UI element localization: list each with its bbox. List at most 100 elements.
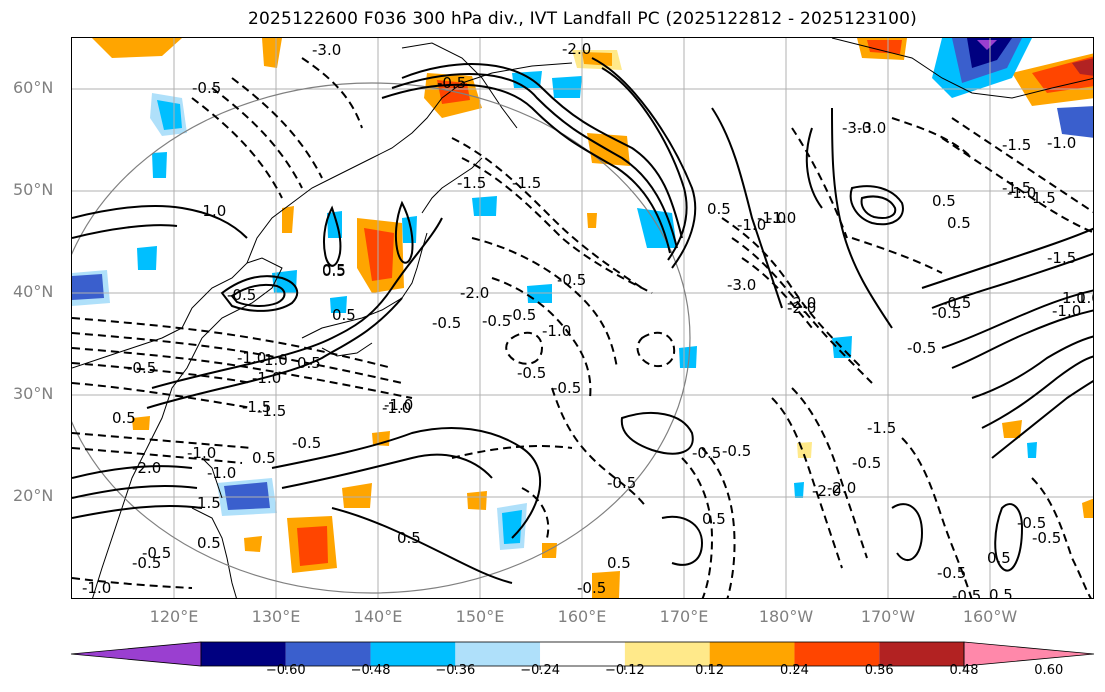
colorbar-tick-label: 0.24 (779, 663, 809, 678)
colorbar-tick-label: 0.60 (1034, 663, 1064, 678)
contour-label: -0.5 (1032, 529, 1061, 547)
contour-label: 0.5 (932, 192, 956, 210)
contour-label: -0.5 (557, 271, 586, 289)
contour-label: -3.0 (842, 119, 871, 137)
contour-label: -3.0 (857, 119, 886, 137)
shade-patch (1002, 420, 1022, 438)
colorbar-tick-label: −0.24 (520, 663, 561, 678)
contour-label: -0.5 (482, 312, 511, 330)
shade-patch (137, 246, 157, 270)
shade-patch (297, 526, 328, 566)
shade-patch (157, 100, 182, 130)
shade-patch (262, 38, 282, 68)
contour-label: -0.5 (937, 564, 966, 582)
colorbar-segment (370, 642, 456, 666)
colorbar-segment (455, 642, 541, 666)
shade-patch (502, 510, 522, 544)
contour-label: -2.0 (787, 294, 816, 312)
colorbar-segment (201, 642, 286, 666)
contour-label: 0.5 (397, 529, 421, 547)
contour-label: -0.5 (722, 442, 751, 460)
contour-label: -2.0 (562, 40, 591, 58)
contour-label: -2.0 (460, 284, 489, 302)
contour-label: -3.0 (312, 41, 341, 59)
contour-label: -0.5 (142, 544, 171, 562)
map-panel[interactable]: -1.0 -0.5 -2.0 -1.5 -3.0 -2.0 -0.5 -1.0 … (71, 37, 1094, 599)
map-title: 2025122600 F036 300 hPa div., IVT Landfa… (248, 9, 917, 29)
contour-label: 0.5 (322, 261, 346, 279)
contour-label: -1.0 (767, 209, 796, 227)
colorbar-segment (879, 642, 964, 666)
colorbar-tick-label: −0.36 (435, 663, 476, 678)
contour-label: -1.0 (384, 396, 413, 414)
contour-label: -1.0 (237, 349, 266, 367)
colorbar-tick-label: 0.12 (695, 663, 725, 678)
contour-label: -1.0 (197, 202, 226, 220)
contour-label: 0.5 (252, 449, 276, 467)
contour-label: 1.5 (1032, 189, 1056, 207)
contour-label: -1.0 (82, 579, 111, 597)
shade-patch (592, 571, 620, 598)
contour-label: -0.5 (952, 587, 981, 599)
colorbar-outline (200, 641, 965, 667)
shade-patch (330, 296, 347, 313)
lon-label-180w: 180°W (758, 607, 814, 626)
shade-patch (542, 543, 557, 558)
shade-patch (364, 228, 394, 281)
shade-patch (552, 76, 582, 98)
shade-patch (92, 38, 182, 58)
contour-label: -1.5 (242, 398, 271, 416)
colorbar-tick-label: −0.60 (265, 663, 306, 678)
colorbar-tick-label: 0.48 (949, 663, 979, 678)
contour-label: -0.5 (437, 74, 466, 92)
colorbar-tick-label: −0.48 (350, 663, 391, 678)
contour-label: -1.5 (512, 174, 541, 192)
contour-label: -0.5 (552, 379, 581, 397)
contour-label: -0.5 (1017, 514, 1046, 532)
contour-label: -1.0 (382, 399, 411, 417)
colorbar-extend-min (70, 641, 202, 667)
contour-label: -0.5 (577, 579, 606, 597)
contour-label: -1.5 (257, 402, 286, 420)
lat-label-50n: 50°N (13, 180, 54, 199)
shade-patch (1027, 442, 1037, 458)
contour-label: 0.5 (297, 354, 321, 372)
contour-label: -1.5 (1047, 249, 1076, 267)
shade-patch (132, 416, 150, 430)
colorbar-segment (794, 642, 880, 666)
contour-label: -1.0 (1047, 134, 1076, 152)
shade-patch (1072, 58, 1093, 76)
contour-label: -1.5 (1002, 136, 1031, 154)
shade-patch (282, 206, 294, 233)
contour-label: 0.5 (197, 534, 221, 552)
contour-label: -0.5 (292, 434, 321, 452)
contour-label: -2.0 (132, 459, 161, 477)
map-canvas: -1.0 -0.5 -2.0 -1.5 -3.0 -2.0 -0.5 -1.0 … (72, 38, 1093, 599)
contour-label: -1.5 (457, 174, 486, 192)
lat-label-30n: 30°N (13, 384, 54, 403)
lat-label-60n: 60°N (13, 78, 54, 97)
contour-label: 0.5 (947, 214, 971, 232)
colorbar-segments (70, 641, 1095, 670)
shade-patch (867, 40, 902, 54)
contour-label: 0.5 (607, 554, 631, 572)
lon-label-160e: 160°E (557, 607, 607, 626)
colorbar-tick-label: 0.36 (864, 663, 894, 678)
contour-label: 0.5 (702, 510, 726, 528)
shade-patch (1082, 498, 1093, 518)
graticule (72, 38, 1093, 598)
contour-label: -2.0 (787, 299, 816, 317)
contour-label: -2.0 (812, 482, 841, 500)
shade-patch (1057, 106, 1093, 138)
colorbar-segment (285, 642, 371, 666)
contour-label: -0.5 (432, 314, 461, 332)
contour-label: -1.0 (542, 322, 571, 340)
lat-label-20n: 20°N (13, 486, 54, 505)
colorbar-segment (624, 642, 710, 666)
colorbar-segment (709, 642, 795, 666)
contour-label: 1.0 (264, 351, 288, 369)
lat-label-40n: 40°N (13, 282, 54, 301)
shade-patch (977, 40, 997, 50)
lon-label-160w: 160°W (962, 607, 1018, 626)
